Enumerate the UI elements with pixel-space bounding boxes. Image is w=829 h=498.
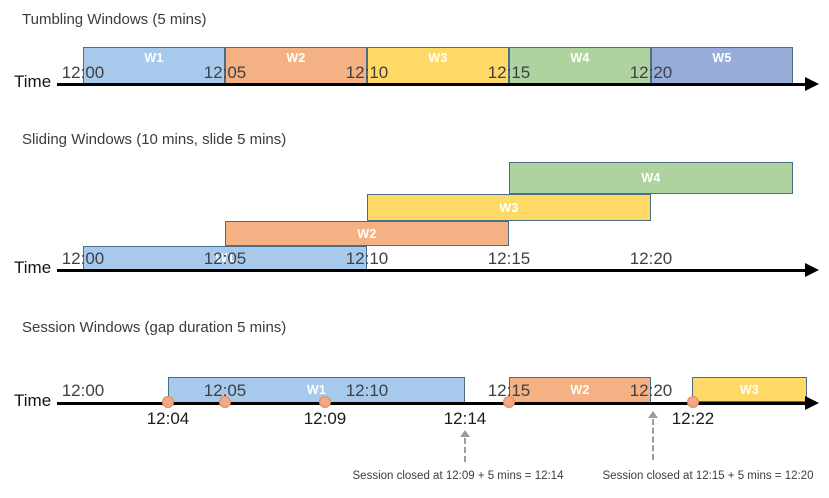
event-dot-icon xyxy=(687,396,699,408)
sliding-title: Sliding Windows (10 mins, slide 5 mins) xyxy=(22,131,287,148)
session-axis-arrowhead-icon xyxy=(805,396,819,410)
session-closed-annotation-1: Session closed at 12:09 + 5 mins = 12:14 xyxy=(352,470,564,482)
dashed-up-arrowhead-icon xyxy=(648,411,658,418)
event-dot-icon xyxy=(162,396,174,408)
session-window-w1: W1 xyxy=(168,377,465,403)
window-label: W3 xyxy=(428,51,448,65)
dashed-arrow-line xyxy=(464,438,466,462)
tumbling-tick-1205: 12:05 xyxy=(203,63,247,82)
sliding-tick-1220: 12:20 xyxy=(629,249,673,268)
session-window-w3: W3 xyxy=(692,377,807,402)
tumbling-tick-1215: 12:15 xyxy=(487,63,531,82)
window-label: W3 xyxy=(739,382,760,397)
session-tick-1210: 12:10 xyxy=(345,381,389,400)
tumbling-axis-arrowhead-icon xyxy=(805,77,819,91)
sliding-axis-arrowhead-icon xyxy=(805,263,819,277)
tumbling-window-w2: W2 xyxy=(225,47,367,84)
session-tick-1205: 12:05 xyxy=(203,381,247,400)
tumbling-tick-1220: 12:20 xyxy=(629,63,673,82)
session-window-w2: W2 xyxy=(509,377,651,403)
window-label: W4 xyxy=(641,171,661,185)
window-label: W1 xyxy=(306,383,327,397)
session-closed-annotation-2: Session closed at 12:15 + 5 mins = 12:20 xyxy=(602,470,814,482)
window-label: W1 xyxy=(215,251,235,265)
sliding-time-axis xyxy=(57,269,805,272)
session-event-label-1209: 12:09 xyxy=(303,409,347,428)
sliding-window-w4: W4 xyxy=(509,162,793,194)
event-dot-icon xyxy=(319,396,331,408)
sliding-tick-1200: 12:00 xyxy=(61,249,105,268)
tumbling-window-w5: W5 xyxy=(651,47,793,84)
session-event-label-1222: 12:22 xyxy=(671,409,715,428)
window-label: W2 xyxy=(286,51,306,65)
window-label: W2 xyxy=(570,383,590,397)
tumbling-window-w4: W4 xyxy=(509,47,651,84)
sliding-window-w3: W3 xyxy=(367,194,651,221)
session-tick-1220: 12:20 xyxy=(629,381,673,400)
sliding-tick-1210: 12:10 xyxy=(345,249,389,268)
event-dot-icon xyxy=(219,396,231,408)
sliding-window-w1: W1 xyxy=(83,246,367,270)
session-title: Session Windows (gap duration 5 mins) xyxy=(22,319,287,336)
tumbling-time-label: Time xyxy=(14,72,52,91)
window-label: W2 xyxy=(357,226,377,241)
session-tick-1215: 12:15 xyxy=(487,381,531,400)
event-dot-icon xyxy=(503,396,515,408)
sliding-time-label: Time xyxy=(14,258,52,277)
tumbling-time-axis xyxy=(57,83,805,86)
session-time-axis xyxy=(57,402,805,405)
sliding-tick-1205: 12:05 xyxy=(203,249,247,268)
session-time-label: Time xyxy=(14,391,52,410)
tumbling-title: Tumbling Windows (5 mins) xyxy=(22,11,207,28)
sliding-window-w2: W2 xyxy=(225,221,509,246)
window-label: W4 xyxy=(570,51,590,65)
window-label: W5 xyxy=(712,51,732,65)
session-event-label-1204: 12:04 xyxy=(146,409,190,428)
dashed-arrow-line xyxy=(652,419,654,460)
session-tick-1200: 12:00 xyxy=(61,381,105,400)
window-label: W3 xyxy=(499,200,519,215)
sliding-tick-1215: 12:15 xyxy=(487,249,531,268)
tumbling-tick-1200: 12:00 xyxy=(61,63,105,82)
tumbling-tick-1210: 12:10 xyxy=(345,63,389,82)
dashed-up-arrowhead-icon xyxy=(460,430,470,437)
session-close-label-1214: 12:14 xyxy=(443,409,487,428)
window-label: W1 xyxy=(144,51,164,65)
